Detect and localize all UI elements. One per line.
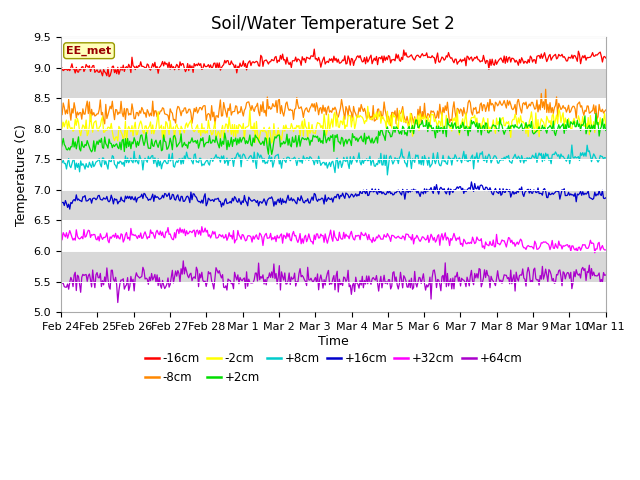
Bar [61,159,605,190]
Bar [61,98,605,129]
X-axis label: Time: Time [318,335,349,348]
Legend: -16cm, -8cm, -2cm, +2cm, +8cm, +16cm, +32cm, +64cm: -16cm, -8cm, -2cm, +2cm, +8cm, +16cm, +3… [140,347,527,388]
Bar [61,37,605,68]
Bar [61,281,605,312]
Y-axis label: Temperature (C): Temperature (C) [15,124,28,226]
Bar [61,251,605,281]
Bar [61,190,605,220]
Title: Soil/Water Temperature Set 2: Soil/Water Temperature Set 2 [211,15,455,33]
Bar [61,220,605,251]
Text: EE_met: EE_met [67,46,111,56]
Bar [61,129,605,159]
Bar [61,68,605,98]
